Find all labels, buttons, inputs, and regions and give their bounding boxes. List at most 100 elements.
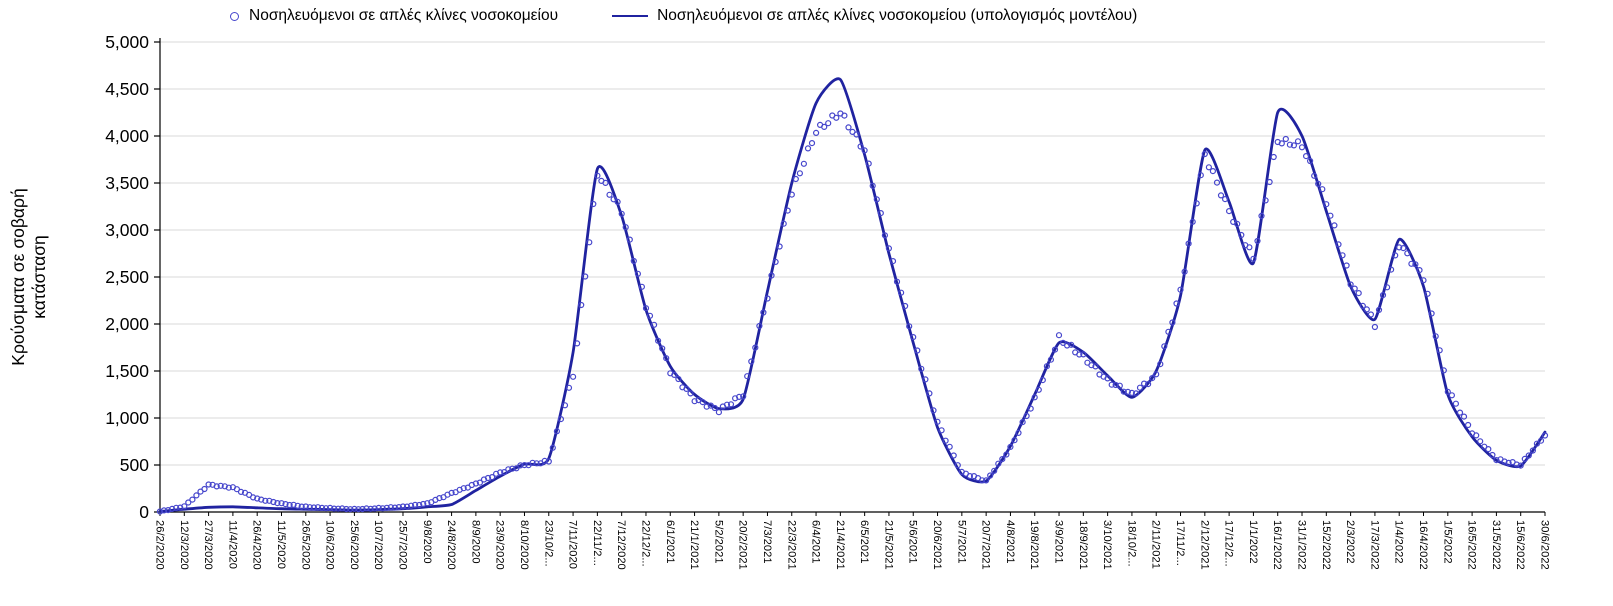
- observed-point: [1420, 277, 1427, 284]
- y-tick-label: 1,500: [105, 361, 149, 381]
- x-tick-label: 1/4/2022: [1393, 520, 1405, 564]
- observed-point: [424, 500, 431, 507]
- x-tick-label: 8/10/2020: [518, 520, 530, 570]
- x-tick-label: 16/4/2022: [1417, 520, 1429, 570]
- observed-point: [460, 485, 467, 492]
- x-tick-label: 26/4/2020: [251, 520, 263, 570]
- observed-point: [618, 210, 625, 217]
- observed-point: [1165, 328, 1172, 335]
- observed-point: [845, 124, 852, 131]
- line-marker-icon: [612, 15, 649, 17]
- observed-point: [1432, 333, 1439, 340]
- x-tick-label: 24/8/2020: [445, 520, 457, 570]
- observed-point: [1007, 443, 1014, 450]
- observed-point: [889, 258, 897, 265]
- observed-point: [314, 504, 321, 511]
- observed-point: [1238, 231, 1245, 239]
- observed-point: [573, 340, 581, 347]
- observed-point: [914, 347, 921, 354]
- observed-point: [258, 496, 265, 503]
- observed-point: [804, 145, 812, 152]
- observed-point: [1003, 451, 1010, 458]
- observed-point: [1456, 409, 1464, 416]
- x-tick-label: 15/6/2022: [1514, 520, 1526, 570]
- observed-point: [1331, 222, 1338, 229]
- observed-point: [760, 309, 767, 316]
- observed-point: [254, 495, 261, 502]
- observed-point: [995, 460, 1002, 467]
- observed-point: [294, 502, 301, 509]
- observed-point: [999, 456, 1006, 463]
- y-tick-label: 2,500: [105, 267, 149, 287]
- observed-point: [1035, 386, 1042, 393]
- observed-point: [1359, 302, 1366, 309]
- observed-point: [861, 147, 868, 154]
- observed-point: [1177, 286, 1184, 293]
- observed-point: [290, 501, 297, 508]
- observed-point: [1396, 244, 1403, 251]
- observed-point: [156, 508, 164, 515]
- observed-point: [893, 278, 901, 285]
- observed-point: [501, 469, 508, 476]
- observed-point: [606, 191, 613, 198]
- x-tick-label: 4/8/2021: [1004, 520, 1016, 564]
- x-tick-label: 17/12/2...: [1223, 520, 1235, 567]
- y-tick-label: 3,000: [105, 220, 149, 240]
- observed-point: [1124, 388, 1132, 395]
- observed-point: [278, 500, 285, 507]
- observed-point: [1513, 461, 1520, 468]
- observed-point: [594, 172, 601, 179]
- observed-point: [1185, 240, 1192, 247]
- observed-point: [1039, 377, 1046, 384]
- observed-point: [1448, 392, 1456, 399]
- observed-point: [310, 504, 317, 511]
- x-tick-label: 5/6/2021: [907, 520, 919, 564]
- observed-point: [841, 112, 848, 119]
- x-tick-label: 7/12/2020: [615, 520, 627, 570]
- observed-point: [586, 239, 593, 246]
- observed-point: [189, 496, 196, 503]
- x-tick-label: 2/12/2021: [1198, 520, 1210, 570]
- observed-point: [735, 393, 743, 400]
- x-tick-label: 22/12/2...: [639, 520, 651, 567]
- x-tick-label: 16/1/2022: [1271, 520, 1283, 570]
- observed-point: [160, 507, 168, 514]
- observed-point: [768, 272, 775, 279]
- observed-point: [1363, 306, 1370, 313]
- observed-point: [1092, 363, 1099, 370]
- observed-point: [1537, 437, 1545, 444]
- observed-point: [1193, 200, 1200, 207]
- observed-point: [833, 114, 840, 121]
- observed-point: [1161, 343, 1168, 350]
- observed-point: [1412, 261, 1419, 268]
- legend-item-observed: Νοσηλευόμενοι σε απλές κλίνες νοσοκομείο…: [230, 7, 558, 25]
- observed-point: [1055, 332, 1063, 339]
- observed-point: [703, 403, 710, 410]
- observed-point: [857, 143, 864, 150]
- observed-point: [327, 504, 334, 511]
- observed-point: [626, 236, 633, 243]
- observed-point: [403, 503, 411, 510]
- observed-point: [946, 443, 953, 450]
- x-tick-label: 21/4/2021: [834, 520, 846, 570]
- observed-point: [1144, 381, 1152, 388]
- observed-point: [1015, 429, 1022, 436]
- x-tick-label: 10/6/2020: [324, 520, 336, 570]
- chart-legend: Νοσηλευόμενοι σε απλές κλίνες νοσοκομείο…: [230, 7, 1137, 25]
- observed-point: [201, 485, 208, 493]
- observed-point: [557, 416, 565, 423]
- observed-point: [302, 503, 309, 510]
- observed-point: [391, 504, 398, 511]
- observed-point: [630, 257, 637, 265]
- legend-observed-label: Νοσηλευόμενοι σε απλές κλίνες νοσοκομείο…: [249, 7, 559, 24]
- x-tick-label: 31/1/2022: [1296, 520, 1308, 570]
- observed-point: [654, 337, 662, 344]
- observed-point: [1323, 201, 1330, 208]
- observed-point: [1270, 153, 1277, 161]
- x-tick-label: 20/6/2021: [931, 520, 943, 570]
- x-tick-label: 3/9/2021: [1053, 520, 1065, 564]
- observed-point: [1298, 144, 1306, 151]
- observed-point: [812, 129, 820, 136]
- x-tick-label: 25/7/2020: [396, 520, 408, 570]
- observed-point: [436, 495, 443, 502]
